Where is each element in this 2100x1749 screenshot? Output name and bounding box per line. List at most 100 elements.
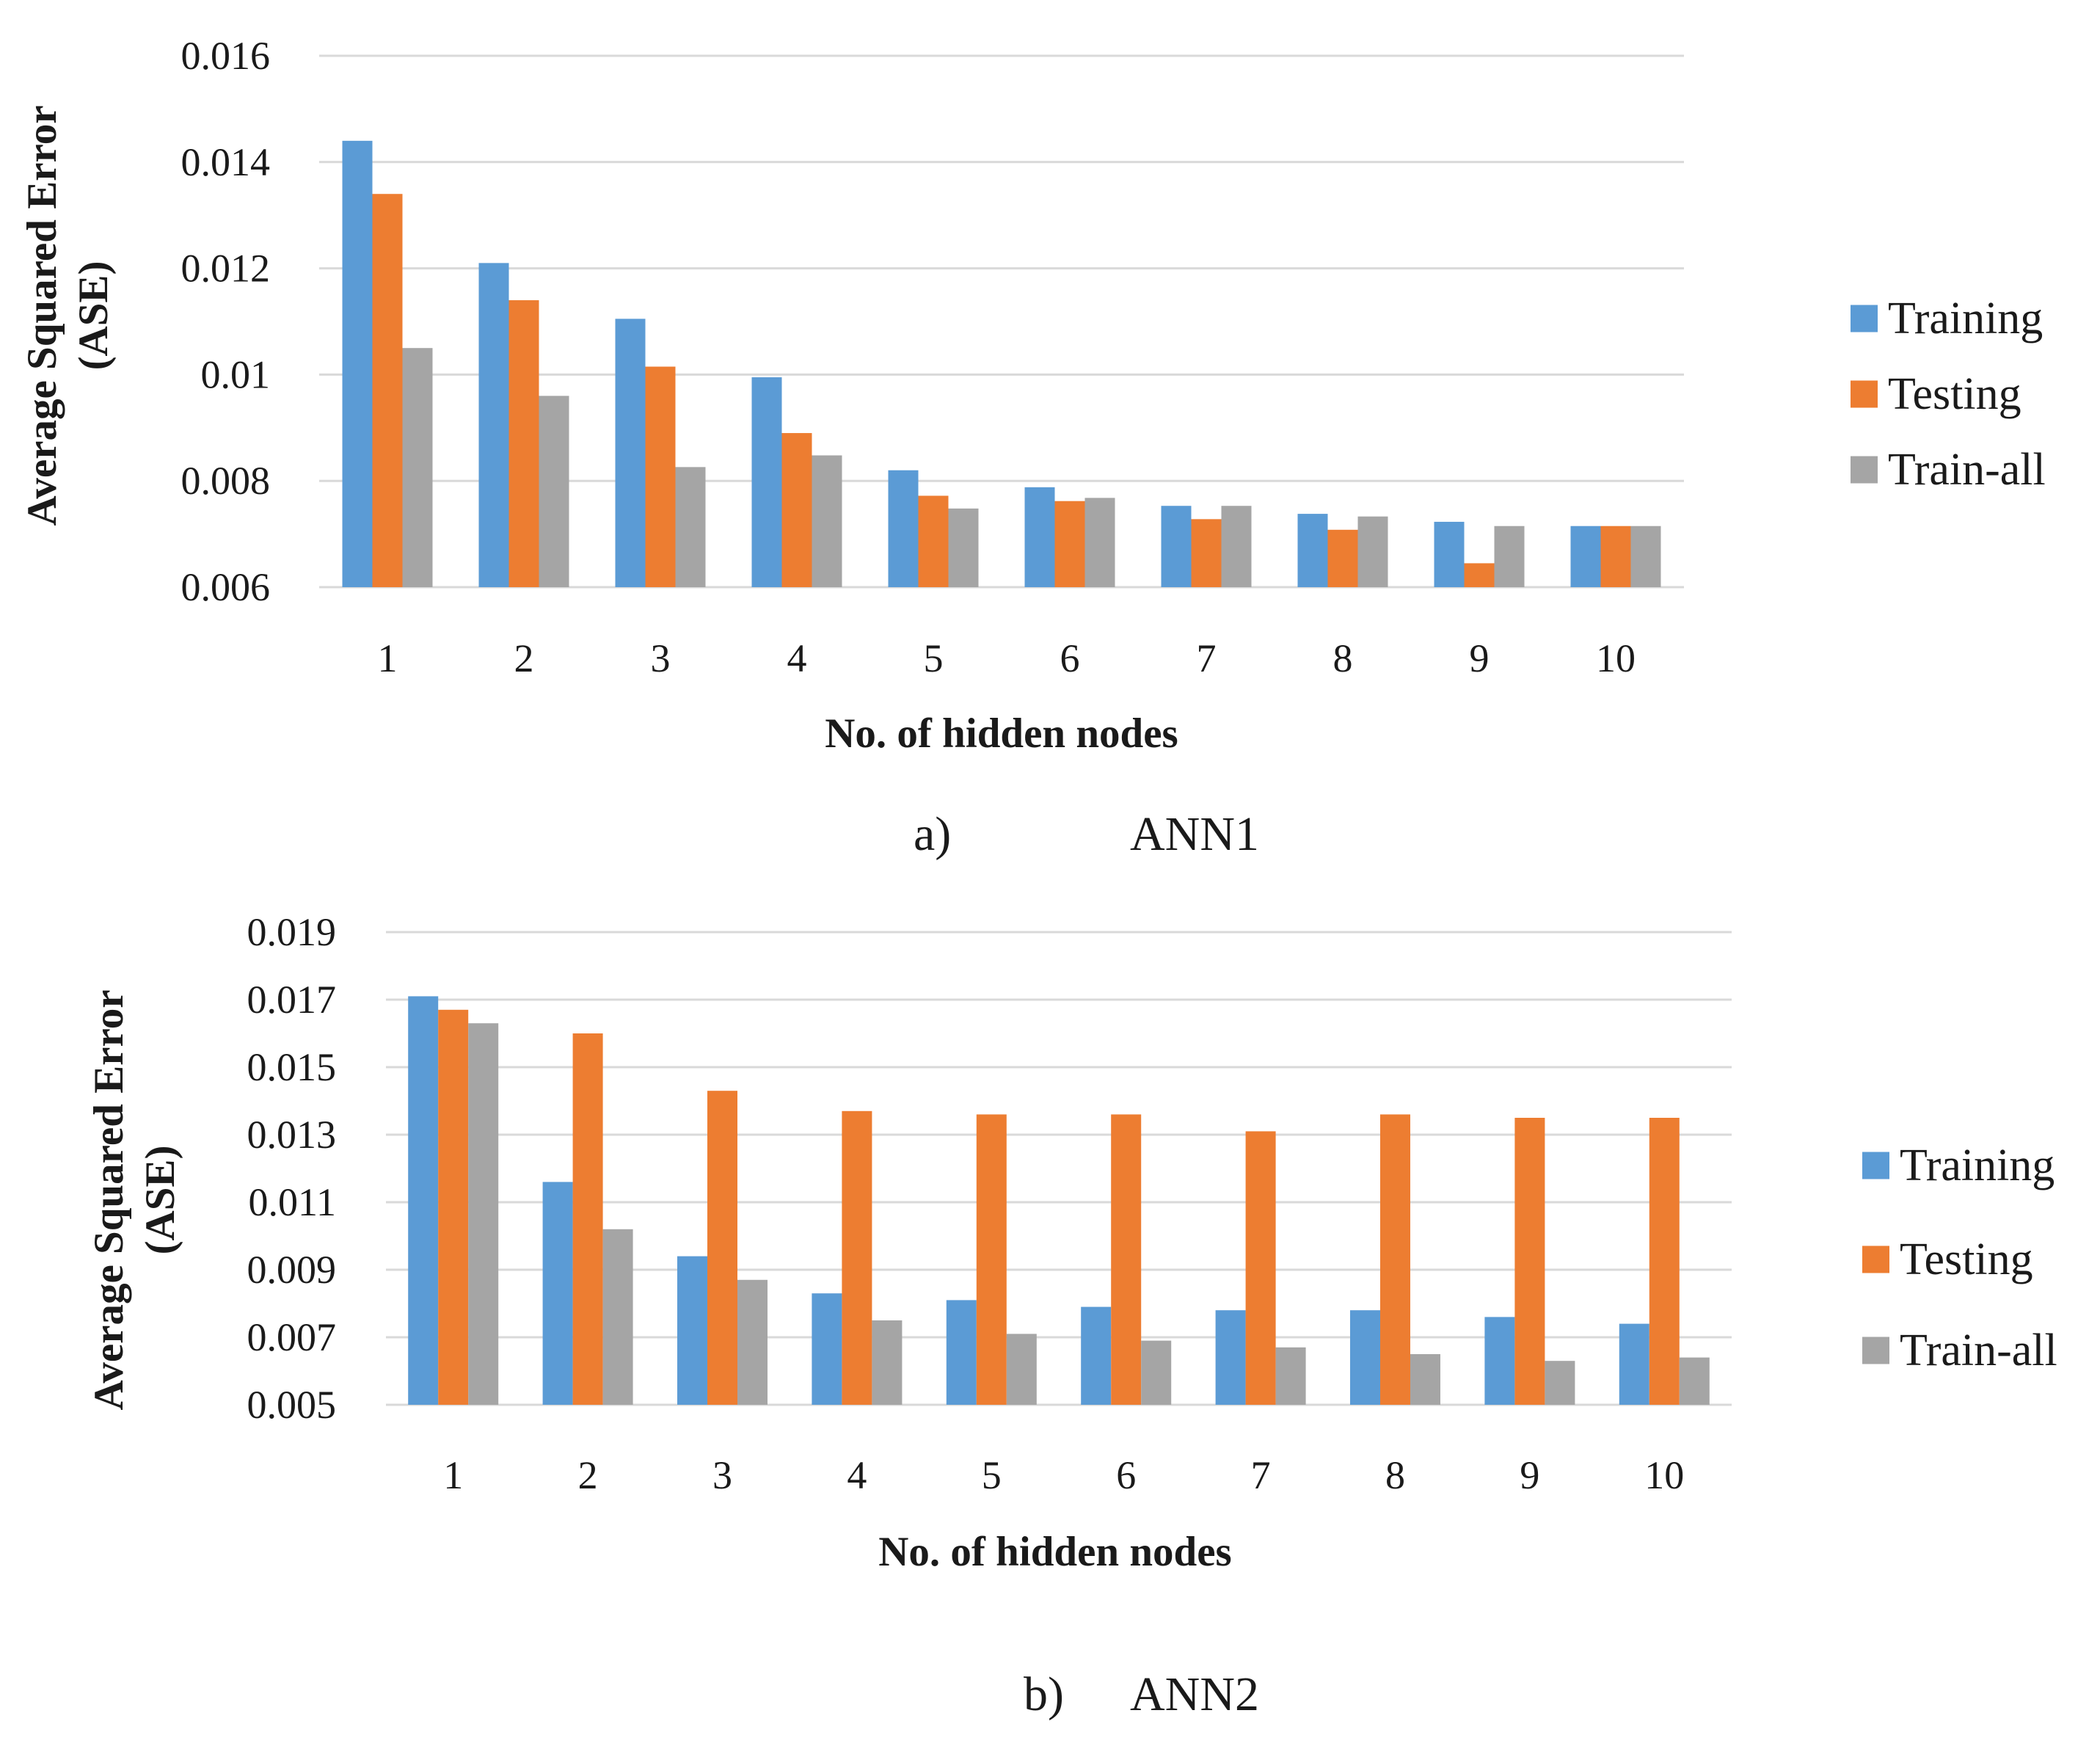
- caption-title: ANN1: [1130, 807, 1259, 861]
- bar-train-all-1: [468, 1023, 499, 1405]
- bar-train-all-4: [812, 455, 842, 587]
- legend-swatch-train-all: [1862, 1337, 1889, 1364]
- bar-train-all-5: [1006, 1334, 1037, 1405]
- y-axis-label-line2: (ASE): [70, 261, 117, 371]
- x-tick-label: 3: [651, 636, 671, 680]
- bar-testing-5: [976, 1114, 1007, 1405]
- legend-swatch-train-all: [1851, 456, 1878, 484]
- x-tick-label: 10: [1596, 636, 1636, 680]
- bar-training-10: [1619, 1323, 1649, 1405]
- x-tick-label: 4: [787, 636, 807, 680]
- bar-train-all-10: [1679, 1357, 1710, 1405]
- bar-testing-6: [1111, 1114, 1142, 1405]
- y-tick-label: 0.016: [181, 34, 271, 78]
- x-tick-label: 9: [1470, 636, 1490, 680]
- bar-training-8: [1350, 1310, 1380, 1405]
- x-tick-label: 5: [924, 636, 944, 680]
- bar-train-all-6: [1141, 1340, 1172, 1405]
- bar-train-all-1: [402, 348, 433, 587]
- bar-testing-9: [1514, 1118, 1545, 1405]
- bar-testing-8: [1380, 1114, 1410, 1405]
- bar-training-7: [1215, 1310, 1246, 1405]
- caption-letter: a): [914, 807, 951, 861]
- legend-swatch-training: [1862, 1152, 1889, 1179]
- x-tick-label: 6: [1116, 1453, 1136, 1497]
- bar-training-10: [1570, 526, 1601, 587]
- y-tick-label: 0.017: [247, 978, 337, 1022]
- bar-train-all-7: [1275, 1347, 1306, 1405]
- bar-training-4: [812, 1293, 842, 1405]
- bar-train-all-8: [1357, 516, 1388, 587]
- bar-train-all-9: [1494, 526, 1525, 587]
- bar-train-all-8: [1410, 1354, 1440, 1405]
- bar-training-6: [1081, 1306, 1112, 1405]
- bar-testing-8: [1327, 529, 1358, 587]
- y-tick-label: 0.015: [247, 1045, 337, 1089]
- x-tick-label: 2: [578, 1453, 598, 1497]
- bar-testing-2: [572, 1033, 603, 1405]
- bar-training-5: [888, 470, 919, 587]
- y-tick-label: 0.011: [249, 1180, 337, 1224]
- y-tick-label: 0.007: [247, 1315, 337, 1359]
- legend: Training Testing Train-all: [1862, 1141, 2057, 1375]
- x-axis-label: No. of hidden nodes: [825, 710, 1178, 757]
- y-tick-label: 0.013: [247, 1113, 337, 1157]
- bar-testing-5: [918, 495, 949, 587]
- bar-training-6: [1024, 487, 1055, 587]
- legend-label-train-all: Train-all: [1900, 1326, 2057, 1375]
- y-tick-label: 0.005: [247, 1383, 337, 1427]
- x-tick-label: 4: [847, 1453, 867, 1497]
- legend-swatch-testing: [1851, 380, 1878, 408]
- x-tick-label: 1: [378, 636, 398, 680]
- bar-testing-3: [707, 1091, 737, 1405]
- y-tick-label: 0.012: [181, 247, 271, 291]
- legend-label-train-all: Train-all: [1888, 445, 2046, 495]
- bar-training-3: [677, 1256, 707, 1405]
- caption-letter: b): [1024, 1668, 1064, 1721]
- bar-train-all-3: [737, 1279, 768, 1405]
- x-tick-label: 9: [1520, 1453, 1539, 1497]
- bar-training-4: [751, 377, 782, 587]
- legend-label-training: Training: [1888, 294, 2043, 343]
- bar-training-7: [1161, 506, 1192, 587]
- bar-training-1: [342, 140, 373, 588]
- bar-testing-9: [1464, 563, 1495, 587]
- x-tick-label: 1: [443, 1453, 463, 1497]
- bar-testing-3: [645, 366, 676, 587]
- legend: Training Testing Train-all: [1851, 294, 2046, 495]
- y-tick-label: 0.008: [181, 459, 271, 503]
- legend-label-training: Training: [1900, 1141, 2055, 1190]
- bar-training-9: [1484, 1317, 1515, 1405]
- x-tick-label: 10: [1644, 1453, 1684, 1497]
- y-tick-label: 0.014: [181, 140, 271, 184]
- x-tick-label: 2: [514, 636, 534, 680]
- bar-train-all-5: [948, 508, 979, 587]
- y-tick-label: 0.006: [181, 565, 271, 609]
- x-tick-label: 5: [982, 1453, 1002, 1497]
- y-axis-label-line1: Average Squared Error: [19, 105, 65, 526]
- x-tick-label: 7: [1197, 636, 1217, 680]
- bar-testing-6: [1054, 501, 1085, 587]
- bar-train-all-4: [872, 1320, 903, 1405]
- bar-training-5: [946, 1300, 977, 1405]
- bar-training-2: [478, 263, 509, 587]
- chart-ann1: 0.006 0.008 0.01 0.012 0.014 0.016 1 2 3 4 5 6 7 8 9 1…: [19, 34, 2046, 861]
- bar-training-9: [1434, 521, 1465, 587]
- y-tick-label: 0.009: [247, 1248, 337, 1292]
- y-tick-label: 0.019: [247, 910, 337, 954]
- x-axis-label: No. of hidden nodes: [878, 1529, 1231, 1575]
- bar-testing-10: [1649, 1118, 1680, 1405]
- x-tick-label: 6: [1060, 636, 1080, 680]
- x-tick-label: 7: [1251, 1453, 1271, 1497]
- legend-label-testing: Testing: [1888, 369, 2021, 419]
- y-axis-label-line2: (ASE): [137, 1146, 183, 1255]
- bar-testing-4: [842, 1110, 872, 1405]
- bar-testing-1: [438, 1009, 469, 1405]
- bar-training-3: [615, 319, 646, 587]
- bar-testing-1: [372, 194, 403, 587]
- bar-training-8: [1297, 514, 1328, 587]
- bar-testing-7: [1191, 519, 1222, 587]
- bar-train-all-2: [602, 1229, 633, 1405]
- bar-training-2: [542, 1182, 573, 1405]
